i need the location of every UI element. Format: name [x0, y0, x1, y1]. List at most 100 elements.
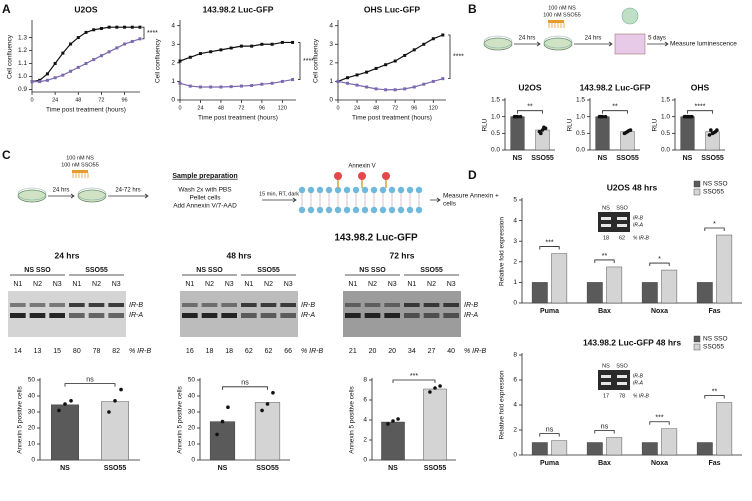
inset-lane: NS	[602, 363, 610, 369]
membrane-head	[334, 206, 342, 214]
data-point	[107, 410, 111, 414]
gel-band	[49, 303, 65, 307]
significance: *	[713, 221, 716, 228]
series-marker	[441, 33, 445, 37]
membrane-head	[352, 186, 360, 194]
inset-unit: % IR-B	[633, 235, 650, 241]
membrane-head	[397, 186, 405, 194]
data-point	[712, 130, 716, 135]
gel-group: SSO55	[85, 267, 108, 274]
y-axis-label: Annexin 5 positive cells	[177, 385, 184, 453]
y-tick-label: 4	[363, 417, 367, 424]
series-line	[179, 41, 293, 62]
significance: **	[712, 388, 718, 395]
gel-group: SSO55	[257, 267, 280, 274]
y-tick-label: 1.0	[661, 113, 670, 120]
bar	[606, 437, 623, 456]
gel-lane: N3	[112, 281, 121, 288]
gel-percent: 66	[284, 348, 292, 355]
series-marker	[260, 42, 264, 46]
bar	[101, 401, 129, 461]
significance: ***	[410, 373, 418, 380]
series-marker	[76, 36, 80, 40]
x-tick-label: 120	[429, 105, 438, 111]
membrane-head	[361, 186, 369, 194]
inset-percent: 17	[603, 393, 609, 399]
series-marker	[92, 28, 96, 32]
gel-band	[88, 303, 105, 307]
x-tick-label: 48	[218, 105, 224, 111]
series-marker	[138, 25, 142, 29]
x-tick-label: NS	[683, 155, 693, 162]
data-point	[599, 114, 603, 119]
membrane-head	[307, 186, 315, 194]
x-tick-label: SSO55	[701, 155, 724, 162]
gel-image	[8, 291, 126, 337]
y-tick-label: 1	[329, 78, 333, 85]
legend-swatch	[693, 180, 701, 188]
data-point	[57, 408, 61, 413]
series-marker	[107, 50, 111, 54]
significance: ****	[453, 54, 464, 61]
gel-percent: 21	[349, 348, 357, 355]
bar	[531, 282, 548, 304]
gel-lane: N1	[348, 281, 357, 288]
y-tick-label: 40	[28, 393, 36, 400]
pipette	[548, 20, 564, 23]
gel-lane: N3	[284, 281, 293, 288]
significance-bracket	[298, 42, 301, 80]
gel-lane: N2	[205, 281, 214, 288]
x-axis-label: Time post treatment (hours)	[46, 107, 126, 114]
bar	[551, 440, 568, 456]
bar	[51, 404, 79, 461]
bar	[586, 282, 603, 304]
bar	[510, 116, 525, 151]
series-marker	[84, 30, 88, 34]
series-marker	[291, 40, 295, 44]
gel-band	[443, 313, 459, 318]
gel-percent: 34	[408, 348, 416, 355]
x-tick-label: SSO55	[531, 155, 554, 162]
inset-band	[617, 224, 627, 227]
y-tick-label: 4	[513, 217, 517, 224]
significance-bracket	[687, 110, 713, 114]
series-marker	[69, 69, 73, 73]
y-tick-label: 0	[513, 452, 517, 459]
significance-bracket	[594, 430, 615, 434]
gel-percent: 20	[388, 348, 396, 355]
membrane-head	[361, 206, 369, 214]
bar	[661, 428, 678, 456]
series-marker	[291, 78, 295, 82]
gel-percent: 16	[186, 348, 194, 355]
panel-label: B	[468, 2, 477, 16]
gel-band	[10, 313, 26, 318]
bar	[586, 442, 603, 456]
y-axis-label: RLU	[567, 118, 574, 131]
data-point	[518, 114, 523, 119]
series-marker	[38, 80, 42, 84]
series-marker	[130, 25, 134, 29]
x-tick-label: Noxa	[651, 460, 668, 467]
y-tick-label: 1.5	[576, 97, 585, 104]
inset-lane: SSO	[616, 205, 628, 211]
bar	[209, 421, 236, 461]
data-point	[539, 131, 543, 136]
gel-band	[364, 313, 381, 318]
series-marker	[130, 39, 134, 43]
gel-image	[180, 291, 298, 337]
significance-bracket	[649, 421, 670, 425]
legend-label: SSO55	[703, 189, 724, 196]
legend-label: SSO55	[703, 344, 724, 351]
arrow	[514, 41, 541, 47]
series-marker	[422, 82, 426, 86]
treatment: 100 nM SSO55	[61, 162, 99, 168]
series-marker	[229, 85, 233, 89]
y-tick-label: 0.0	[491, 147, 500, 154]
series-marker	[99, 26, 103, 30]
inset-percent: 62	[619, 235, 625, 241]
y-tick-label: 10	[188, 441, 196, 448]
membrane-head	[298, 186, 306, 194]
x-tick-label: 48	[75, 97, 81, 103]
gel-band	[345, 303, 361, 307]
bar	[696, 442, 713, 456]
